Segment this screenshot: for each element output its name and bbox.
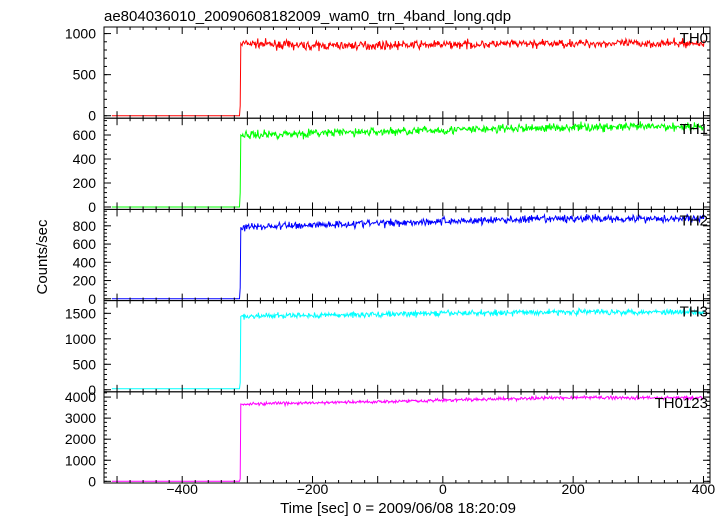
y-tick-label: 500 <box>73 356 97 372</box>
series-line-th2 <box>111 213 705 300</box>
y-tick-label: 0 <box>88 473 96 489</box>
panel-frame <box>103 117 711 210</box>
y-tick-label: 0 <box>88 291 96 307</box>
y-tick-label: 400 <box>73 254 97 270</box>
panels: 0 500 1000 TH0 0 200 400 600 TH1 0 200 400 600 800 TH2… <box>65 26 716 497</box>
panel-label-th0123: TH0123 <box>655 395 708 412</box>
y-tick-label: 1000 <box>65 26 96 42</box>
x-tick-label: −400 <box>166 481 198 497</box>
panel-frame <box>103 26 711 119</box>
y-tick-label: 500 <box>73 67 97 83</box>
panel-frame <box>103 300 711 393</box>
panel-th1: 0 200 400 600 TH1 <box>73 117 711 215</box>
panel-th2: 0 200 400 600 800 TH2 <box>73 208 711 307</box>
panel-frame <box>103 391 711 484</box>
y-tick-label: 2000 <box>65 431 96 447</box>
y-tick-label: 200 <box>73 273 97 289</box>
y-tick-label: 600 <box>73 236 97 252</box>
y-tick-label: 0 <box>88 382 96 398</box>
panel-label-th2: TH2 <box>680 212 708 229</box>
panel-th0: 0 500 1000 TH0 <box>65 26 711 124</box>
y-tick-label: 4000 <box>65 389 96 405</box>
panel-th3: 0 500 1000 1500 TH3 <box>65 300 711 398</box>
chart-title: ae804036010_20090608182009_wam0_trn_4ban… <box>104 8 511 25</box>
x-tick-label: −200 <box>297 481 329 497</box>
y-axis-label: Counts/sec <box>34 219 51 295</box>
x-tick-label: 400 <box>692 481 716 497</box>
y-tick-label: 600 <box>73 127 97 143</box>
panel-th0123: 0 1000 2000 3000 4000 TH0123 <box>65 389 711 489</box>
panel-label-th0: TH0 <box>680 30 708 47</box>
y-tick-label: 0 <box>88 108 96 124</box>
y-tick-label: 1500 <box>65 305 96 321</box>
x-tick-label: 200 <box>561 481 585 497</box>
series-line-th0123 <box>111 394 705 482</box>
y-tick-label: 1000 <box>65 331 96 347</box>
x-axis-label: Time [sec] 0 = 2009/06/08 18:20:09 <box>280 500 516 516</box>
y-tick-label: 200 <box>73 175 97 191</box>
panel-label-th3: TH3 <box>680 304 708 321</box>
series-line-th3 <box>111 307 705 390</box>
series-line-th1 <box>111 121 705 208</box>
x-tick-label: 0 <box>439 481 447 497</box>
y-tick-label: 1000 <box>65 452 96 468</box>
series-line-th0 <box>111 37 705 117</box>
y-tick-label: 3000 <box>65 410 96 426</box>
y-tick-label: 800 <box>73 218 97 234</box>
y-tick-label: 0 <box>88 199 96 215</box>
y-tick-label: 400 <box>73 151 97 167</box>
panel-label-th1: TH1 <box>680 121 708 138</box>
